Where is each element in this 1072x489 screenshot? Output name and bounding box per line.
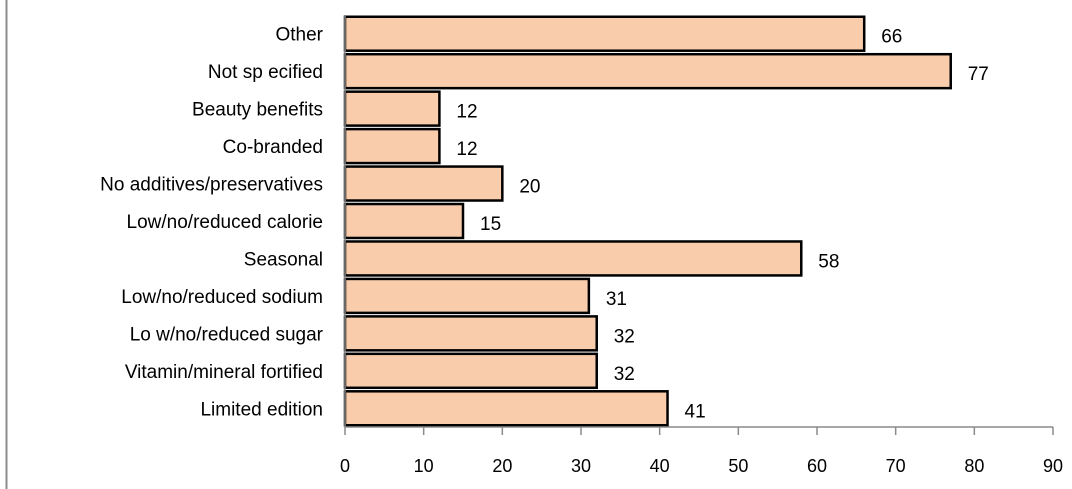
bar xyxy=(343,52,952,90)
bar xyxy=(343,315,598,352)
x-tick-label: 30 xyxy=(571,456,591,476)
category-label: Beauty benefits xyxy=(192,100,323,121)
bar xyxy=(343,390,669,427)
bar xyxy=(343,165,504,202)
bars-layer xyxy=(343,15,952,427)
x-tick-label: 60 xyxy=(807,456,827,476)
data-label: 32 xyxy=(614,364,635,385)
category-label: Co-branded xyxy=(223,137,323,158)
data-label: 32 xyxy=(614,326,635,347)
axes-layer xyxy=(344,15,1054,435)
bar xyxy=(343,352,598,390)
x-tick-label: 90 xyxy=(1043,456,1063,476)
x-tick-label: 40 xyxy=(650,456,670,476)
category-label: Lo w/no/reduced sugar xyxy=(130,324,324,345)
category-label: Seasonal xyxy=(244,249,323,270)
data-label: 20 xyxy=(519,177,540,198)
data-label: 58 xyxy=(818,251,839,272)
x-tick-label: 70 xyxy=(886,456,906,476)
category-label: Limited edition xyxy=(200,399,323,420)
category-label: Other xyxy=(275,25,323,46)
bar xyxy=(343,240,803,277)
category-label: Vitamin/mineral fortified xyxy=(125,362,323,383)
bar xyxy=(343,90,441,127)
x-tick-label: 50 xyxy=(728,456,748,476)
data-label: 12 xyxy=(456,102,477,123)
bar xyxy=(343,15,866,52)
data-label: 15 xyxy=(480,214,501,235)
labels-layer: Other 66 Not sp ecified 77 Beauty benefits 12… xyxy=(100,25,1063,476)
bar xyxy=(343,277,591,315)
data-label: 31 xyxy=(606,289,627,310)
data-label: 66 xyxy=(881,27,902,48)
x-tick-label: 0 xyxy=(340,456,350,476)
category-label: No additives/preservatives xyxy=(100,175,323,196)
data-label: 41 xyxy=(685,401,706,422)
data-label: 77 xyxy=(968,64,989,85)
category-label: Low/no/reduced calorie xyxy=(127,212,323,233)
bar xyxy=(343,202,465,240)
x-tick-label: 20 xyxy=(492,456,512,476)
data-label: 12 xyxy=(456,139,477,160)
category-label: Not sp ecified xyxy=(208,62,323,83)
bar xyxy=(343,127,441,165)
x-tick-label: 80 xyxy=(964,456,984,476)
category-label: Low/no/reduced sodium xyxy=(121,287,323,308)
x-tick-label: 10 xyxy=(414,456,434,476)
